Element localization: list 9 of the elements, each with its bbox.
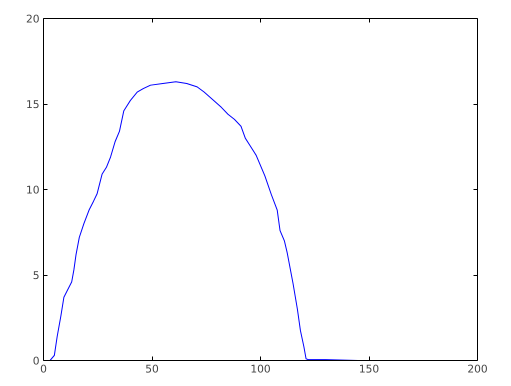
y-tick-label: 20 xyxy=(26,12,40,26)
y-tick-label: 0 xyxy=(32,354,40,368)
x-tick-label: 100 xyxy=(250,362,271,376)
x-tick-label: 50 xyxy=(145,362,159,376)
y-tick-label: 5 xyxy=(32,269,40,282)
x-tick-label: 150 xyxy=(358,362,380,376)
x-tick-label: 200 xyxy=(467,362,488,376)
y-tick-label: 15 xyxy=(26,98,40,111)
y-tick-label: 10 xyxy=(26,184,40,196)
